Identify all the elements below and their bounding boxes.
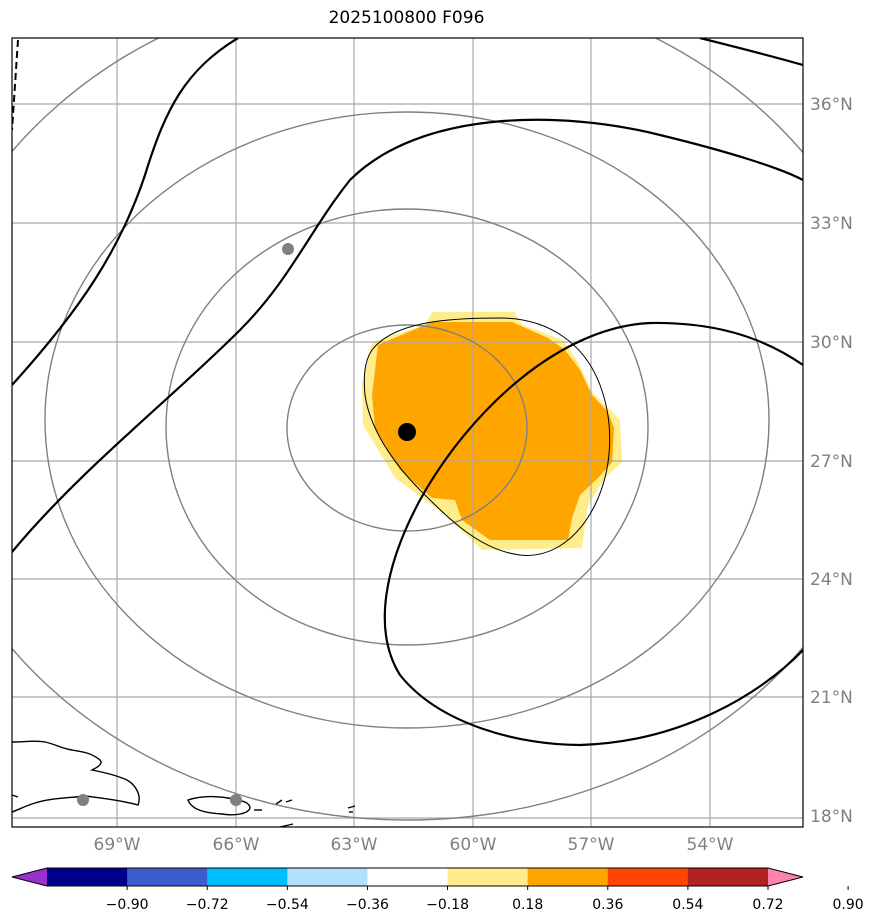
- lat-tick-label: 21°N: [810, 688, 853, 708]
- coastlines: [12, 740, 356, 827]
- colorbar-segment: [447, 868, 529, 886]
- colorbar-tick-label: 0.90: [833, 897, 864, 913]
- colorbar-labels: −0.90 −0.72 −0.54 −0.36 −0.18 0.18 0.36 0.54 0.7…: [106, 886, 864, 913]
- colorbar-tick-label: 0.18: [512, 897, 543, 913]
- map-title: 2025100800 F096: [328, 8, 485, 28]
- probability-field-orange: [372, 322, 614, 540]
- lon-tick-label: 66°W: [213, 835, 260, 855]
- field-contour: [363, 317, 611, 556]
- lon-tick-label: 69°W: [94, 835, 141, 855]
- lat-tick-label: 33°N: [810, 214, 853, 234]
- colorbar: [11, 867, 804, 887]
- station-markers: [77, 243, 294, 806]
- colorbar-tick-label: 0.54: [672, 897, 703, 913]
- colorbar-segment: [287, 868, 368, 886]
- colorbar-tick-label: −0.90: [106, 897, 149, 913]
- colorbar-outline: [11, 867, 804, 887]
- lat-tick-label: 18°N: [810, 807, 853, 827]
- colorbar-tick-label: −0.72: [186, 897, 229, 913]
- bermuda-marker: [282, 243, 294, 255]
- colorbar-tick-label: 0.36: [592, 897, 623, 913]
- colorbar-tick-label: 0.72: [752, 897, 783, 913]
- dashed-contour: [12, 39, 19, 131]
- lon-tick-label: 54°W: [687, 835, 734, 855]
- lon-tick-label: 60°W: [450, 835, 497, 855]
- storm-center-marker: [398, 423, 416, 441]
- colorbar-tick-label: −0.54: [266, 897, 309, 913]
- colorbar-segment: [687, 868, 769, 886]
- lat-labels: 36°N 33°N 30°N 27°N 24°N 21°N 18°N: [810, 95, 853, 827]
- lon-tick-label: 63°W: [331, 835, 378, 855]
- lon-labels: 69°W 66°W 63°W 60°W 57°W 54°W: [94, 835, 734, 855]
- lat-tick-label: 30°N: [810, 333, 853, 353]
- colorbar-extend-high: [768, 868, 803, 886]
- lat-tick-label: 27°N: [810, 452, 853, 472]
- colorbar-segment: [607, 868, 689, 886]
- colorbar-segment: [127, 868, 208, 886]
- colorbar-segment: [47, 868, 128, 886]
- lat-tick-label: 24°N: [810, 570, 853, 590]
- colorbar-segment: [207, 868, 288, 886]
- colorbar-segment: [527, 868, 609, 886]
- lat-tick-label: 36°N: [810, 95, 853, 115]
- colorbar-tick-label: −0.36: [346, 897, 389, 913]
- contour-lines: [12, 38, 803, 747]
- colorbar-segment: [367, 868, 449, 886]
- colorbar-tick-label: −0.18: [426, 897, 469, 913]
- lat-lon-grid: [12, 38, 803, 827]
- san-juan-marker: [230, 794, 242, 806]
- santo-domingo-marker: [77, 794, 89, 806]
- colorbar-extend-low: [12, 868, 47, 886]
- lon-tick-label: 57°W: [568, 835, 615, 855]
- range-rings: [12, 38, 803, 821]
- map-frame: [11, 37, 804, 828]
